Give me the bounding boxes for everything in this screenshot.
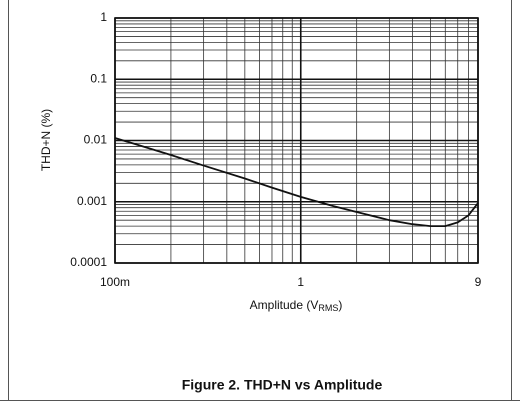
chart-title: Figure 2. THD+N vs Amplitude	[182, 377, 383, 393]
x-tick-label: 1	[297, 275, 304, 289]
y-tick-label: 0.001	[77, 194, 107, 208]
y-tick-label: 0.1	[90, 71, 107, 85]
x-axis-label-text: Amplitude (V	[250, 298, 319, 312]
data-line	[114, 137, 479, 228]
y-tick-label: 0.0001	[70, 255, 107, 269]
x-tick-label: 9	[475, 275, 482, 289]
x-tick-label: 100m	[100, 275, 130, 289]
x-axis-label-sub: RMS	[318, 303, 338, 313]
x-axis-label: Amplitude (VRMS)	[250, 298, 343, 313]
x-axis-label-end: )	[338, 298, 342, 312]
plot-frame	[114, 17, 479, 264]
y-tick-label: 0.01	[84, 133, 108, 147]
y-tick-label: 1	[100, 10, 107, 24]
y-axis-label: THD+N (%)	[39, 109, 53, 171]
